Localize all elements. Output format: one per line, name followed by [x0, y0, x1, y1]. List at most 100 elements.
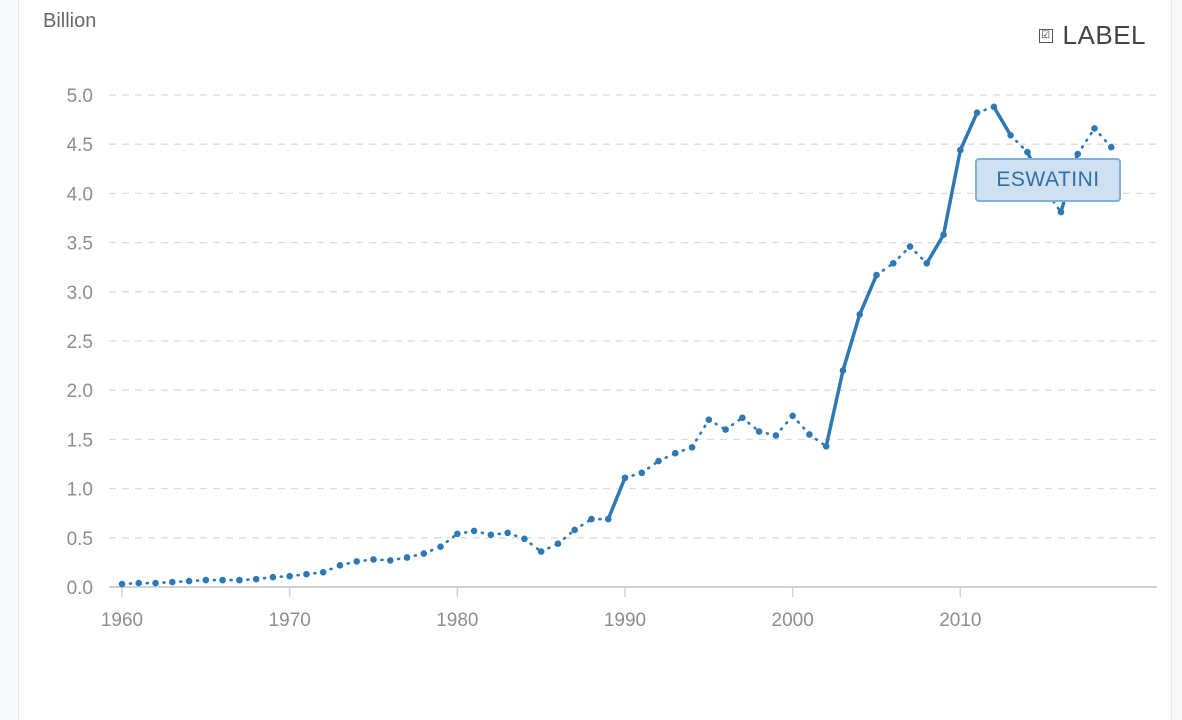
- data-point[interactable]: [1091, 125, 1098, 132]
- data-point[interactable]: [789, 412, 796, 420]
- x-tick-label: 1990: [604, 610, 646, 631]
- data-point[interactable]: [403, 554, 411, 561]
- series-segment: [439, 532, 459, 548]
- data-point[interactable]: [219, 576, 226, 584]
- data-point[interactable]: [705, 416, 713, 424]
- data-point[interactable]: [672, 449, 679, 457]
- data-point[interactable]: [772, 432, 780, 439]
- x-tick-label: 1970: [269, 610, 311, 631]
- data-point[interactable]: [454, 530, 461, 538]
- data-point[interactable]: [269, 573, 277, 581]
- data-point[interactable]: [889, 259, 897, 267]
- data-point[interactable]: [957, 146, 964, 154]
- y-tick-label: 3.5: [67, 234, 93, 255]
- y-tick-label: 1.5: [67, 430, 93, 451]
- series-segment: [1042, 187, 1063, 214]
- series-segment: [288, 572, 308, 578]
- data-point[interactable]: [152, 579, 159, 587]
- series-segment: [405, 552, 426, 559]
- data-point[interactable]: [537, 548, 545, 555]
- data-point[interactable]: [873, 271, 880, 279]
- y-axis-unit-label: Billion: [43, 10, 97, 32]
- data-point[interactable]: [135, 579, 143, 587]
- data-point[interactable]: [487, 531, 495, 539]
- checkbox-icon[interactable]: ☑: [1038, 28, 1053, 43]
- data-point[interactable]: [688, 443, 696, 451]
- series-segment: [338, 560, 359, 567]
- series-segment: [640, 459, 660, 475]
- series-segment: [741, 416, 761, 433]
- series-segment: [908, 245, 929, 265]
- x-tick-label: 2000: [772, 610, 814, 631]
- data-point[interactable]: [588, 515, 595, 523]
- data-point[interactable]: [973, 109, 981, 117]
- data-point[interactable]: [386, 557, 394, 564]
- data-point[interactable]: [655, 457, 662, 465]
- data-point[interactable]: [1024, 148, 1031, 156]
- series-segment: [271, 574, 291, 579]
- series-segment: [489, 531, 509, 537]
- series-layer: [118, 103, 1115, 588]
- series-segment: [355, 558, 375, 563]
- series-segment: [238, 577, 258, 582]
- data-point[interactable]: [906, 243, 914, 250]
- data-point[interactable]: [1007, 132, 1014, 139]
- data-point[interactable]: [604, 515, 612, 523]
- data-point[interactable]: [990, 103, 998, 111]
- data-point[interactable]: [722, 426, 729, 433]
- data-point[interactable]: [856, 311, 864, 318]
- data-point[interactable]: [638, 469, 646, 477]
- tooltip-label: ESWATINI: [996, 168, 1100, 191]
- data-point[interactable]: [286, 572, 293, 580]
- data-point[interactable]: [470, 527, 478, 535]
- series-segment: [841, 312, 862, 373]
- data-point[interactable]: [236, 576, 243, 584]
- data-point[interactable]: [571, 526, 578, 534]
- data-point[interactable]: [739, 414, 746, 422]
- data-point[interactable]: [303, 570, 310, 578]
- right-panel-edge: [1171, 0, 1182, 720]
- series-segment: [757, 430, 778, 437]
- series-segment: [774, 414, 794, 437]
- series-segment: [171, 579, 191, 584]
- data-point[interactable]: [185, 577, 193, 585]
- data-point[interactable]: [252, 575, 260, 583]
- legend-item[interactable]: ☑ LABEL: [1038, 20, 1146, 51]
- data-point[interactable]: [1074, 150, 1081, 158]
- data-point[interactable]: [1107, 143, 1115, 151]
- data-point[interactable]: [504, 529, 511, 537]
- series-segment: [791, 414, 811, 436]
- data-point[interactable]: [554, 540, 562, 548]
- data-point[interactable]: [118, 580, 126, 588]
- series-segment: [808, 433, 828, 448]
- series-segment: [556, 528, 577, 546]
- data-point[interactable]: [353, 558, 361, 565]
- data-point[interactable]: [319, 568, 327, 576]
- data-point[interactable]: [202, 576, 210, 584]
- data-point[interactable]: [940, 231, 947, 239]
- data-point[interactable]: [755, 428, 763, 435]
- series-segment: [606, 476, 627, 521]
- data-point[interactable]: [169, 578, 176, 586]
- data-point[interactable]: [336, 562, 344, 569]
- series-segment: [941, 148, 963, 237]
- y-tick-label: 3.0: [67, 283, 93, 304]
- series-segment: [187, 578, 208, 583]
- data-point[interactable]: [1057, 208, 1065, 216]
- y-tick-label: 2.5: [67, 332, 93, 353]
- y-tick-label: 4.0: [67, 184, 93, 205]
- series-segment: [523, 537, 543, 553]
- data-point[interactable]: [839, 367, 847, 374]
- left-panel-edge: [0, 0, 19, 720]
- grid-lines: [109, 94, 1157, 539]
- data-point[interactable]: [923, 259, 931, 267]
- data-point[interactable]: [621, 474, 629, 482]
- data-point[interactable]: [370, 556, 377, 563]
- data-point[interactable]: [521, 535, 528, 543]
- y-tick-label: 0.0: [67, 578, 93, 599]
- data-point[interactable]: [420, 550, 428, 557]
- data-point[interactable]: [806, 431, 813, 438]
- data-point[interactable]: [437, 543, 444, 550]
- data-point[interactable]: [822, 442, 830, 450]
